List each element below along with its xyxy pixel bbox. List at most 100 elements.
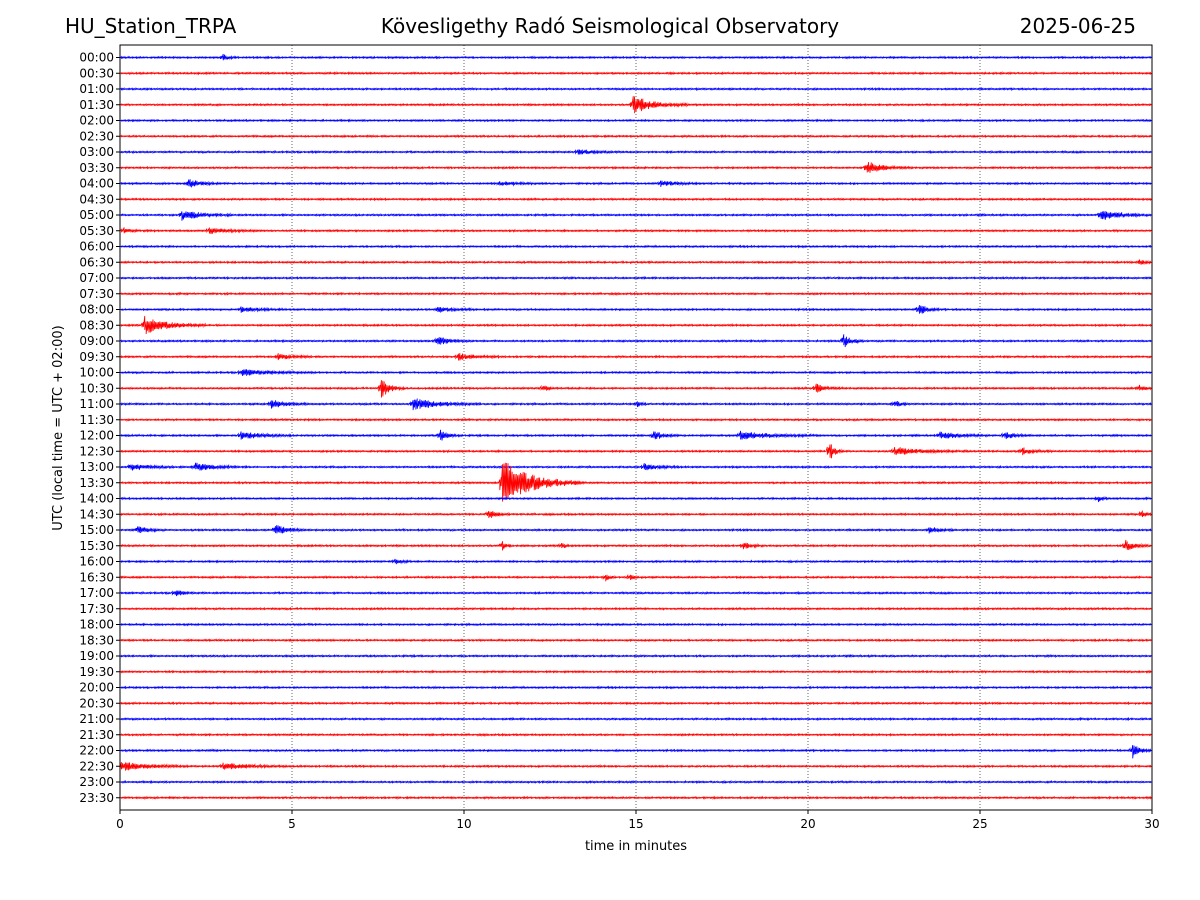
trace-1330 [119, 462, 1153, 502]
y-tick-label: 00:30 [79, 66, 114, 80]
x-tick-label: 15 [628, 817, 643, 831]
y-tick-label: 05:30 [79, 224, 114, 238]
trace-0500 [119, 211, 1153, 221]
trace-0100 [119, 86, 1153, 92]
y-tick-label: 17:00 [79, 586, 114, 600]
trace-0000 [119, 53, 1153, 61]
y-tick-label: 08:30 [79, 318, 114, 332]
station-name: HU_Station_TRPA [65, 14, 237, 38]
y-tick-label: 17:30 [79, 602, 114, 616]
y-tick-label: 14:00 [79, 492, 114, 506]
y-tick-label: 05:00 [79, 208, 114, 222]
trace-1830 [119, 638, 1153, 643]
trace-1700 [119, 590, 1153, 597]
y-tick-label: 06:00 [79, 240, 114, 254]
trace-2330 [119, 795, 1153, 800]
trace-0030 [119, 71, 1153, 76]
y-tick-label: 19:30 [79, 665, 114, 679]
trace-1300 [119, 462, 1153, 471]
trace-1730 [119, 606, 1153, 611]
y-tick-label: 19:00 [79, 649, 114, 663]
trace-0630 [119, 259, 1153, 266]
y-tick-label: 11:30 [79, 413, 114, 427]
x-tick-label: 5 [288, 817, 296, 831]
trace-0600 [119, 244, 1153, 249]
y-tick-label: 11:00 [79, 397, 114, 411]
x-tick-label: 20 [800, 817, 815, 831]
trace-0530 [119, 227, 1153, 234]
trace-0900 [119, 334, 1153, 348]
x-tick-label: 0 [116, 817, 124, 831]
y-tick-label: 09:30 [79, 350, 114, 364]
plot-area [120, 45, 1152, 810]
x-axis-ticks: 0 5 10 15 20 25 30 [116, 810, 1160, 831]
trace-1130 [119, 417, 1153, 422]
y-tick-label: 21:00 [79, 712, 114, 726]
trace-1430 [119, 510, 1153, 518]
y-tick-label: 23:00 [79, 775, 114, 789]
trace-0200 [119, 118, 1153, 123]
y-tick-label: 16:30 [79, 570, 114, 584]
trace-0130 [119, 96, 1153, 114]
trace-0830 [119, 315, 1153, 335]
trace-1000 [119, 369, 1153, 376]
trace-1800 [119, 622, 1153, 627]
trace-1630 [119, 574, 1153, 582]
y-tick-label: 15:30 [79, 539, 114, 553]
y-tick-label: 01:00 [79, 82, 114, 96]
x-axis-label: time in minutes [585, 839, 687, 854]
y-tick-label: 13:00 [79, 460, 114, 474]
trace-1530 [119, 539, 1153, 551]
trace-0400 [119, 179, 1153, 188]
x-tick-label: 30 [1144, 817, 1159, 831]
y-tick-label: 18:30 [79, 633, 114, 647]
trace-2200 [119, 744, 1153, 759]
y-tick-label: 15:00 [79, 523, 114, 537]
trace-0730 [119, 291, 1153, 296]
y-tick-label: 07:30 [79, 287, 114, 301]
trace-1030 [119, 380, 1153, 398]
y-tick-label: 02:00 [79, 114, 114, 128]
trace-0230 [119, 134, 1153, 139]
y-tick-label: 02:30 [79, 129, 114, 143]
y-tick-label: 13:30 [79, 476, 114, 490]
trace-1400 [119, 495, 1153, 503]
y-tick-label: 12:30 [79, 444, 114, 458]
trace-0800 [119, 305, 1153, 314]
chart-date: 2025-06-25 [1019, 14, 1136, 38]
x-tick-label: 25 [972, 817, 987, 831]
trace-2300 [119, 779, 1153, 785]
y-tick-label: 00:00 [79, 51, 114, 65]
trace-0430 [119, 197, 1153, 202]
seismic-traces [119, 53, 1153, 800]
y-tick-label: 10:00 [79, 366, 114, 380]
y-tick-label: 04:00 [79, 177, 114, 191]
trace-1200 [119, 429, 1153, 441]
y-tick-label: 12:00 [79, 429, 114, 443]
trace-1230 [119, 444, 1153, 459]
y-tick-label: 16:00 [79, 555, 114, 569]
trace-2000 [119, 685, 1153, 690]
y-axis-label: UTC (local time = UTC + 02:00) [51, 325, 66, 530]
y-tick-label: 03:30 [79, 161, 114, 175]
trace-1900 [119, 653, 1153, 659]
trace-0300 [119, 149, 1153, 155]
y-tick-label: 06:30 [79, 255, 114, 269]
y-tick-label: 22:30 [79, 759, 114, 773]
y-tick-label: 04:30 [79, 192, 114, 206]
trace-1600 [119, 558, 1153, 565]
y-tick-label: 01:30 [79, 98, 114, 112]
trace-1930 [119, 669, 1153, 674]
y-tick-label: 21:30 [79, 728, 114, 742]
chart-title: Kövesligethy Radó Seismological Observat… [380, 14, 840, 38]
trace-1100 [119, 398, 1153, 411]
y-tick-label: 14:30 [79, 507, 114, 521]
trace-2100 [119, 716, 1153, 722]
trace-2130 [119, 732, 1153, 737]
y-tick-label: 23:30 [79, 791, 114, 805]
y-tick-label: 03:00 [79, 145, 114, 159]
trace-0700 [119, 275, 1153, 281]
trace-2230 [119, 760, 1153, 771]
